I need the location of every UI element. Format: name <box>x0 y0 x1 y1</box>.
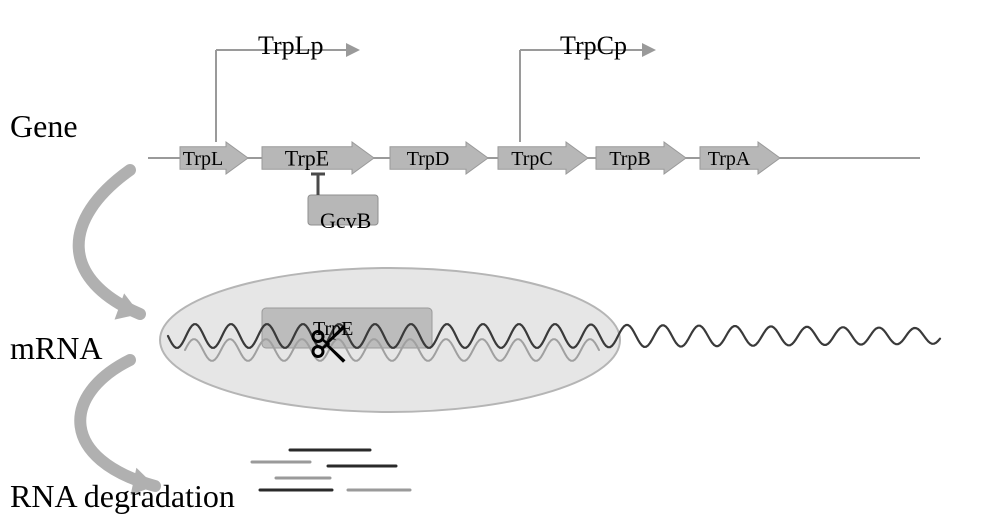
label-gene: Gene <box>10 108 78 145</box>
label-mrna: mRNA <box>10 330 102 367</box>
gene-label-trpb: TrpB <box>609 148 651 170</box>
promoter-head-trpcp <box>642 43 656 57</box>
label-trpcp: TrpCp <box>560 31 627 61</box>
gene-label-trpc: TrpC <box>511 148 553 170</box>
gene-label-trpl: TrpL <box>183 148 223 170</box>
gene-label-trpe: TrpE <box>285 146 329 171</box>
label-trplp: TrpLp <box>258 31 324 61</box>
diagram-stage: TrpL TrpE TrpD TrpC TrpB TrpA Gene mRNA RNA deg… <box>0 0 1000 527</box>
curved-arrow-gene-to-mrna <box>79 170 140 314</box>
label-rna-degradation: RNA degradation <box>10 478 235 515</box>
label-mrna-trpe: TrpE <box>313 318 353 341</box>
label-gcvb: GcvB <box>320 208 371 234</box>
gene-label-trpa: TrpA <box>708 148 751 170</box>
curved-arrow-mrna-to-deg <box>80 360 155 486</box>
promoter-head-trplp <box>346 43 360 57</box>
gene-label-trpd: TrpD <box>407 148 450 170</box>
diagram-svg: TrpL TrpE TrpD TrpC TrpB TrpA <box>0 0 1000 527</box>
